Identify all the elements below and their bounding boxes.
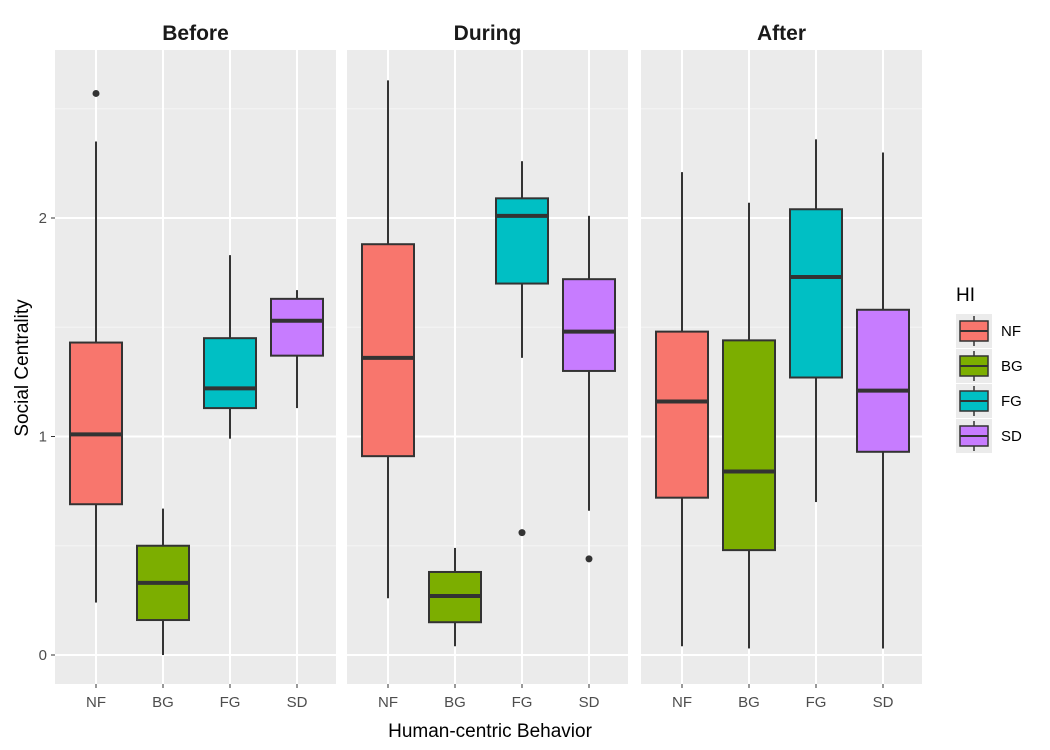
facet-panel-before: Before NF BG FG SD [55,22,336,711]
outlier-point [518,529,526,537]
box-body [361,243,415,458]
y-tick-label: 0 [39,647,47,664]
outlier-point [92,89,100,97]
box-body [270,297,324,357]
legend-label: FG [1001,393,1022,410]
box-body [203,337,257,410]
facet-title-before: Before [162,22,229,45]
y-tick-label: 2 [39,210,47,227]
legend-item-sd: SD [956,419,1022,453]
box-body [789,208,843,379]
legend-label: BG [1001,358,1023,375]
facet-panels: Before NF BG FG SD During NF BG FG SD After NF BG FG S… [55,22,922,711]
legend-title: HI [956,285,975,306]
legend-item-fg: FG [956,384,1022,418]
facet-title-during: During [454,22,522,45]
x-tick-label: BG [444,694,466,711]
box-after-nf: NF [655,172,709,711]
y-tick-label: 1 [39,429,47,446]
box-after-fg: FG [789,139,843,711]
legend-label: NF [1001,323,1021,340]
y-axis-title: Social Centrality [12,299,33,437]
x-tick-label: NF [672,694,692,711]
box-body [856,308,910,453]
box-body [655,330,709,499]
box-after-sd: SD [856,152,910,711]
box-body [722,339,776,552]
x-tick-label: NF [86,694,106,711]
x-tick-label: BG [152,694,174,711]
x-tick-label: SD [873,694,894,711]
y-axis: 0 1 2 [39,210,55,664]
x-tick-label: FG [220,694,241,711]
box-before-nf: NF [69,89,123,711]
x-tick-label: NF [378,694,398,711]
legend-label: SD [1001,428,1022,445]
legend-item-nf: NF [956,314,1021,348]
x-tick-label: SD [579,694,600,711]
box-after-bg: BG [722,202,776,711]
legend-items: NF BG FG SD [956,314,1023,453]
x-tick-label: BG [738,694,760,711]
x-tick-label: SD [287,694,308,711]
outlier-point [585,555,593,563]
box-during-sd: SD [562,215,616,711]
x-tick-label: FG [806,694,827,711]
box-during-nf: NF [361,80,415,711]
box-before-fg: FG [203,255,257,711]
box-during-bg: BG [428,547,482,711]
facet-title-after: After [757,22,806,45]
legend-item-bg: BG [956,349,1023,383]
x-tick-label: FG [512,694,533,711]
box-before-bg: BG [136,508,190,711]
box-before-sd: SD [270,290,324,711]
facet-panel-after: After NF BG FG SD [641,22,922,711]
box-during-fg: FG [495,161,549,711]
box-body [495,197,549,285]
legend: HI NF BG FG SD [956,285,1023,453]
box-body [69,341,123,506]
box-body [562,278,616,372]
facet-panel-during: During NF BG FG SD [347,22,628,711]
x-axis-title: Human-centric Behavior [388,721,592,742]
